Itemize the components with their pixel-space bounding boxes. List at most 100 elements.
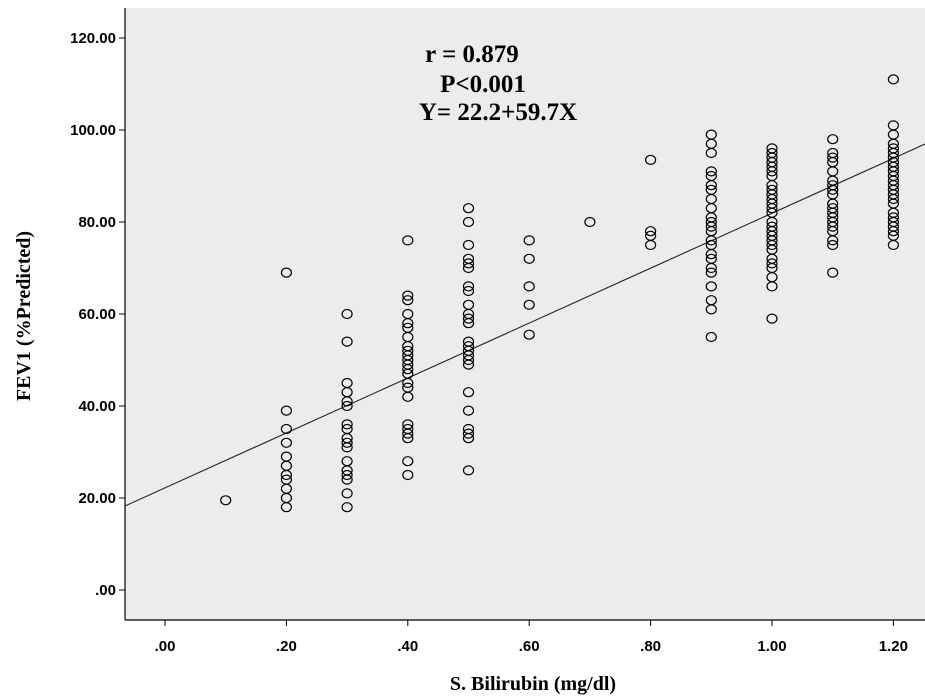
scatter-point — [402, 290, 414, 301]
scatter-point — [341, 488, 353, 499]
y-tick-label: 20.00 — [78, 490, 116, 507]
scatter-point — [766, 239, 778, 251]
scatter-point — [766, 166, 778, 177]
scatter-point — [402, 295, 414, 306]
x-tick-label: .40 — [397, 638, 418, 655]
y-axis-title: FEV1 (%Predicted) — [13, 231, 35, 401]
scatter-point — [462, 239, 475, 251]
scatter-point — [462, 428, 475, 439]
scatter-point — [827, 239, 839, 251]
scatter-point — [402, 235, 414, 246]
x-tick-label: 1.00 — [757, 638, 786, 655]
point-layer — [220, 74, 900, 513]
scatter-point — [341, 442, 353, 453]
scatter-point — [705, 331, 717, 343]
scatter-point — [280, 469, 292, 481]
scatter-point — [462, 216, 475, 228]
scatter-point — [341, 437, 353, 448]
correlation-annotation: r = 0.879 — [425, 41, 519, 68]
scatter-point — [402, 469, 414, 481]
x-tick-label: .60 — [519, 638, 540, 655]
scatter-point — [523, 253, 535, 264]
scatter-point — [341, 308, 353, 320]
scatter-point — [766, 203, 778, 214]
scatter-point — [462, 313, 475, 324]
scatter-point — [280, 423, 292, 435]
scatter-point — [341, 400, 353, 412]
scatter-point — [766, 258, 778, 269]
scatter-point — [341, 469, 353, 481]
regression-equation-annotation: Y= 22.2+59.7X — [419, 99, 577, 126]
scatter-point — [341, 502, 353, 513]
y-tick-label: 100.00 — [70, 122, 116, 139]
scatter-point — [523, 299, 535, 310]
scatter-point — [705, 235, 717, 246]
regression-line — [124, 143, 925, 507]
scatter-point — [827, 235, 839, 246]
scatter-point — [644, 239, 657, 251]
scatter-point — [462, 285, 475, 297]
scatter-point — [827, 184, 839, 195]
scatter-point — [705, 267, 717, 278]
scatter-point — [705, 147, 717, 159]
fit-line-layer — [124, 143, 925, 507]
scatter-point — [402, 428, 414, 439]
scatter-point — [705, 180, 717, 191]
scatter-point — [523, 281, 535, 292]
scatter-point — [402, 456, 414, 467]
scatter-point — [341, 336, 353, 347]
x-tick-label: .00 — [155, 638, 176, 655]
scatter-point — [280, 437, 292, 448]
scatter-point — [341, 474, 353, 485]
scatter-point — [705, 262, 717, 274]
scatter-point — [462, 433, 475, 444]
y-tick-label: .00 — [95, 582, 116, 599]
scatter-point — [462, 405, 475, 416]
scatter-point — [462, 318, 475, 329]
scatter-point — [827, 134, 839, 145]
x-tick-label: 1.20 — [879, 638, 908, 655]
scatter-point — [705, 281, 717, 292]
y-tick-label: 60.00 — [78, 306, 116, 323]
x-tick-label: .20 — [276, 638, 297, 655]
scatter-point — [280, 267, 292, 278]
scatter-point — [462, 354, 475, 366]
scatter-point — [827, 267, 839, 278]
scatter-point — [402, 433, 414, 444]
scatter-point — [462, 203, 475, 214]
tick-layer: .00 .20 .40 .60 .80 1.00 1.20 .00 20.00 40.00 60.0… — [70, 30, 908, 655]
scatter-point — [402, 377, 414, 389]
plot-background — [125, 8, 925, 620]
scatter-point — [462, 258, 475, 269]
scatter-point — [887, 226, 900, 237]
p-value-annotation: P<0.001 — [440, 71, 526, 98]
scatter-point — [402, 318, 414, 329]
scatter-point — [462, 465, 475, 476]
scatter-point — [462, 387, 475, 398]
x-tick-label: .80 — [640, 638, 661, 655]
scatter-point — [887, 239, 900, 251]
scatter-point — [887, 74, 900, 85]
scatter-point — [705, 221, 717, 232]
scatter-point — [402, 364, 414, 375]
scatter-point — [887, 193, 900, 205]
scatter-point — [766, 313, 778, 324]
scatter-point — [705, 249, 717, 260]
scatter-point — [402, 391, 414, 402]
scatter-point — [827, 221, 839, 232]
scatter-point — [644, 226, 657, 237]
scatter-point — [462, 262, 475, 274]
scatter-point — [280, 502, 292, 513]
scatter-point — [341, 419, 353, 430]
scatter-point — [523, 329, 535, 340]
scatter-point — [341, 396, 353, 407]
y-tick-label: 40.00 — [78, 398, 116, 415]
scatter-point — [644, 154, 657, 165]
scatter-point — [462, 281, 475, 292]
y-tick-label: 120.00 — [70, 30, 116, 47]
x-axis-title: S. Bilirubin (mg/dl) — [450, 673, 616, 695]
scatter-point — [827, 152, 839, 163]
scatter-point — [584, 216, 596, 228]
scatter-point — [766, 281, 778, 292]
